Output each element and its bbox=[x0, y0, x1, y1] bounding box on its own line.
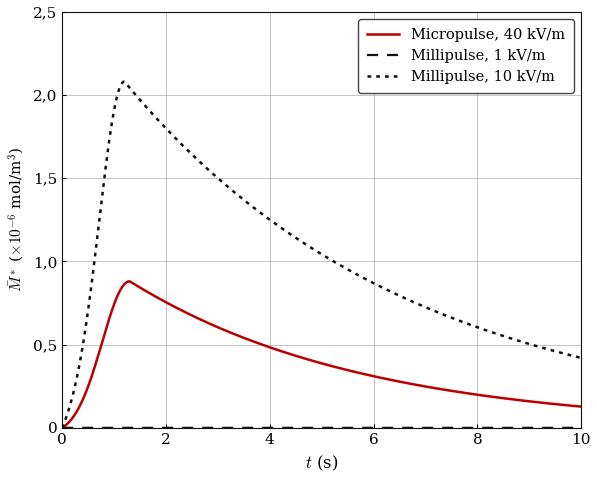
Millipulse, 10 kV/m bbox=[59, 425, 66, 431]
Line: Micropulse, 40 kV/m: Micropulse, 40 kV/m bbox=[62, 281, 581, 428]
X-axis label: $t$ (s): $t$ (s) bbox=[305, 454, 338, 473]
Micropulse, 40 kV/m bbox=[149, 292, 156, 297]
Millipulse, 1 kV/m bbox=[280, 425, 287, 431]
Millipulse, 10 kV/m bbox=[118, 81, 125, 87]
Millipulse, 10 kV/m bbox=[568, 353, 575, 358]
Millipulse, 1 kV/m bbox=[577, 425, 584, 431]
Line: Millipulse, 10 kV/m: Millipulse, 10 kV/m bbox=[62, 81, 581, 428]
Millipulse, 10 kV/m bbox=[280, 227, 287, 233]
Millipulse, 1 kV/m bbox=[149, 425, 156, 431]
Millipulse, 1 kV/m bbox=[59, 425, 66, 431]
Millipulse, 1 kV/m bbox=[257, 425, 264, 431]
Micropulse, 40 kV/m bbox=[258, 342, 265, 347]
Micropulse, 40 kV/m bbox=[577, 404, 584, 410]
Millipulse, 10 kV/m bbox=[258, 211, 265, 217]
Millipulse, 10 kV/m bbox=[512, 337, 519, 342]
Micropulse, 40 kV/m bbox=[568, 403, 575, 409]
Y-axis label: $\bar{M}^*$ ($\times 10^{-6}$ mol/m$^3$): $\bar{M}^*$ ($\times 10^{-6}$ mol/m$^3$) bbox=[6, 147, 26, 293]
Millipulse, 10 kV/m bbox=[577, 355, 584, 361]
Millipulse, 10 kV/m bbox=[121, 79, 128, 84]
Millipulse, 1 kV/m bbox=[512, 425, 519, 431]
Millipulse, 1 kV/m bbox=[567, 425, 574, 431]
Micropulse, 40 kV/m bbox=[126, 278, 133, 284]
Micropulse, 40 kV/m bbox=[59, 425, 66, 431]
Micropulse, 40 kV/m bbox=[280, 349, 287, 355]
Micropulse, 40 kV/m bbox=[512, 397, 519, 402]
Legend: Micropulse, 40 kV/m, Millipulse, 1 kV/m, Millipulse, 10 kV/m: Micropulse, 40 kV/m, Millipulse, 1 kV/m,… bbox=[358, 19, 574, 93]
Micropulse, 40 kV/m bbox=[118, 285, 125, 291]
Millipulse, 10 kV/m bbox=[149, 111, 156, 116]
Millipulse, 1 kV/m bbox=[118, 425, 125, 431]
